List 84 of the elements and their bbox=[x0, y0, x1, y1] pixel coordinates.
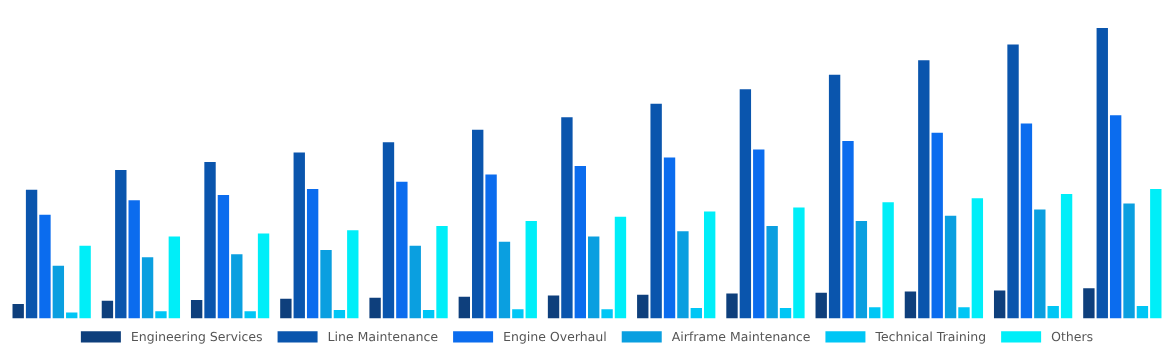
bar bbox=[1060, 193, 1073, 319]
bar bbox=[574, 165, 586, 319]
legend-label: Technical Training bbox=[875, 331, 985, 344]
bar bbox=[690, 308, 702, 319]
legend-label: Engine Overhaul bbox=[504, 331, 606, 344]
bar bbox=[1096, 28, 1108, 319]
bar bbox=[766, 226, 778, 319]
bar bbox=[485, 174, 497, 319]
bar bbox=[1123, 203, 1135, 319]
bar bbox=[958, 307, 970, 319]
bar bbox=[101, 300, 114, 319]
bar bbox=[25, 189, 38, 319]
bar bbox=[1020, 123, 1033, 319]
bar bbox=[904, 291, 917, 319]
bar bbox=[306, 188, 319, 319]
bar bbox=[66, 312, 78, 319]
bar bbox=[918, 60, 930, 319]
bar bbox=[1150, 188, 1162, 319]
bar bbox=[257, 233, 270, 319]
bar bbox=[931, 132, 943, 319]
bar bbox=[677, 231, 689, 319]
bar bbox=[793, 207, 805, 319]
bar bbox=[1136, 306, 1149, 319]
bar bbox=[244, 311, 256, 319]
bar bbox=[280, 298, 292, 319]
bar bbox=[231, 254, 243, 319]
bar bbox=[320, 249, 332, 319]
bar bbox=[637, 294, 649, 319]
legend-label: Others bbox=[1051, 331, 1093, 342]
bar bbox=[115, 170, 127, 319]
bar bbox=[739, 89, 752, 319]
legend-label: Engineering Services bbox=[132, 331, 262, 344]
bar bbox=[333, 310, 346, 319]
bar bbox=[588, 236, 600, 319]
bar bbox=[561, 117, 573, 319]
legend-label: Airframe Maintenance bbox=[671, 331, 810, 342]
bar bbox=[382, 142, 395, 319]
bar bbox=[204, 161, 216, 319]
bar bbox=[601, 309, 613, 319]
bar bbox=[614, 216, 627, 319]
bar bbox=[458, 296, 471, 319]
bar bbox=[396, 181, 408, 319]
bar bbox=[12, 303, 24, 319]
bar bbox=[52, 265, 65, 319]
bar bbox=[141, 257, 154, 319]
bar bbox=[79, 245, 91, 319]
bar bbox=[855, 220, 868, 319]
bar bbox=[1047, 306, 1059, 319]
bar bbox=[422, 310, 435, 319]
bar bbox=[753, 149, 765, 319]
bar bbox=[512, 309, 524, 319]
bar bbox=[217, 195, 230, 319]
bar bbox=[436, 226, 448, 319]
bar bbox=[828, 74, 841, 319]
bar bbox=[547, 295, 560, 319]
bar bbox=[369, 297, 381, 319]
bar bbox=[1034, 209, 1046, 319]
bar bbox=[869, 307, 881, 319]
bar bbox=[1007, 44, 1019, 319]
legend-label: Line Maintenance bbox=[328, 331, 438, 342]
bar bbox=[498, 241, 511, 319]
bar bbox=[168, 236, 181, 319]
bar bbox=[663, 157, 676, 319]
bar bbox=[882, 202, 894, 319]
bar bbox=[39, 214, 51, 319]
bar bbox=[293, 152, 305, 319]
bar bbox=[525, 220, 537, 319]
bar bbox=[726, 293, 738, 319]
bar bbox=[971, 198, 984, 319]
bar bbox=[993, 290, 1006, 319]
bar bbox=[190, 299, 203, 319]
bar bbox=[815, 292, 827, 319]
bar bbox=[944, 215, 957, 319]
bar bbox=[347, 230, 359, 319]
bar bbox=[472, 129, 484, 319]
bar bbox=[779, 308, 792, 319]
bar bbox=[703, 211, 716, 319]
bar bbox=[842, 141, 854, 319]
bar bbox=[1109, 115, 1122, 319]
bar bbox=[650, 103, 662, 319]
bar bbox=[1083, 288, 1095, 319]
bar bbox=[409, 245, 421, 319]
bar bbox=[155, 311, 167, 319]
bar bbox=[128, 200, 140, 319]
